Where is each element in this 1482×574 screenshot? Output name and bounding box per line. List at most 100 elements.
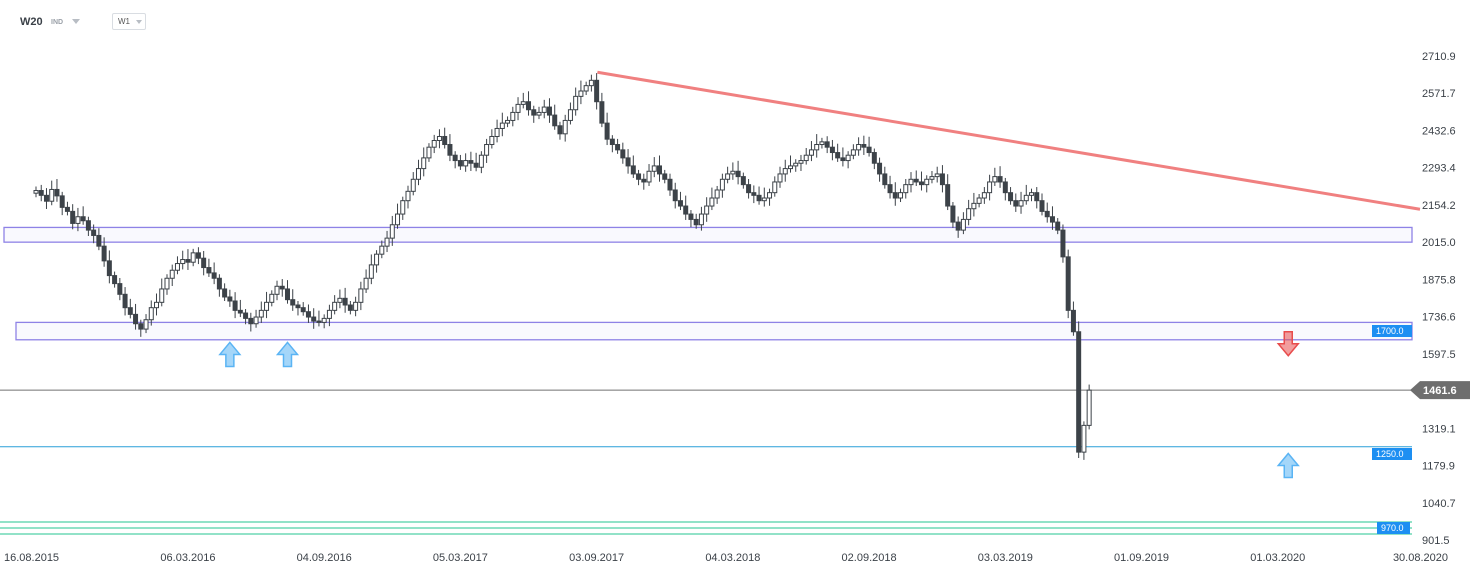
- candle-body: [452, 154, 458, 162]
- candle-body: [934, 173, 940, 178]
- candle-body: [180, 259, 186, 265]
- candle-body: [819, 141, 825, 146]
- candle-body: [447, 144, 453, 156]
- candle-body: [353, 301, 359, 311]
- candle-body: [43, 194, 49, 202]
- current-price-label: 1461.6: [1423, 385, 1457, 397]
- candle-body: [588, 79, 594, 87]
- candle-body: [573, 95, 579, 111]
- candle-body: [133, 313, 139, 325]
- x-tick-label: 16.08.2015: [4, 552, 59, 564]
- candle-body: [211, 272, 217, 279]
- y-tick-label: 1040.7: [1422, 498, 1456, 510]
- candle-body: [976, 197, 982, 204]
- y-tick-label: 2015.0: [1422, 237, 1456, 249]
- candle-body: [756, 194, 762, 202]
- candle-body: [1034, 192, 1040, 202]
- candle-body: [1018, 200, 1024, 207]
- candle-body: [714, 189, 720, 199]
- candle-body: [222, 288, 228, 298]
- y-tick-label: 901.5: [1422, 535, 1450, 547]
- candle-body: [389, 224, 395, 239]
- candle-body: [541, 106, 547, 113]
- candle-body: [908, 178, 914, 186]
- candle-body: [484, 144, 490, 156]
- candle-body: [138, 323, 144, 330]
- candle-body: [850, 149, 856, 156]
- candle-body: [122, 293, 128, 309]
- chart-toolbar: W20 IND W1: [0, 0, 1482, 40]
- candle-body: [405, 190, 411, 202]
- candle-body: [143, 319, 149, 330]
- candle-body: [793, 162, 799, 167]
- candle-body: [987, 181, 993, 194]
- symbol-dropdown-caret-icon[interactable]: [72, 19, 80, 24]
- candle-body: [374, 253, 380, 266]
- candle-body: [966, 208, 972, 220]
- candle-body: [185, 259, 191, 263]
- candle-body: [473, 162, 479, 168]
- candle-body: [562, 119, 568, 135]
- candle-body: [772, 181, 778, 194]
- candle-body: [662, 173, 668, 180]
- x-tick-label: 02.09.2018: [842, 552, 897, 564]
- candle-body: [761, 197, 767, 202]
- horizontal-levels: [0, 446, 1412, 535]
- candle-body: [557, 125, 563, 135]
- candle-body: [54, 188, 60, 197]
- candle-body: [877, 162, 883, 175]
- support-zones: [3, 226, 1413, 341]
- candle-body: [803, 154, 809, 162]
- candle-body: [536, 111, 542, 116]
- candle-body: [604, 122, 610, 140]
- candle-body: [887, 184, 893, 194]
- candle-body: [342, 297, 348, 306]
- candle-body: [704, 205, 710, 215]
- candle-body: [913, 178, 919, 183]
- candle-body: [201, 257, 207, 269]
- candle-body: [882, 173, 888, 186]
- y-tick-label: 2293.4: [1422, 163, 1456, 175]
- candle-body: [636, 173, 642, 180]
- x-tick-label: 01.03.2020: [1250, 552, 1305, 564]
- level-badges: 1700.0 1250.0 970.0 1461.6: [1372, 325, 1470, 534]
- candle-body: [101, 245, 107, 262]
- candle-body: [515, 103, 521, 113]
- candle-body: [677, 200, 683, 207]
- candle-body: [468, 160, 474, 164]
- candle-body: [997, 176, 1003, 183]
- candle-body: [321, 317, 327, 323]
- candle-body: [96, 234, 102, 247]
- candle-body: [264, 301, 270, 311]
- symbol-label[interactable]: W20: [20, 16, 43, 28]
- trendline[interactable]: [597, 70, 1421, 211]
- candle-body: [746, 184, 752, 194]
- candle-body: [300, 307, 306, 313]
- candle-body: [258, 309, 264, 318]
- candle-body: [358, 288, 364, 303]
- candle-body: [1070, 309, 1076, 333]
- y-tick-label: 1179.9: [1422, 461, 1455, 473]
- arrow-down-icon: [1276, 331, 1300, 357]
- y-tick-label: 2710.9: [1422, 51, 1456, 63]
- y-tick-label: 2432.6: [1422, 125, 1456, 137]
- candle-body: [284, 288, 290, 301]
- timeframe-select[interactable]: W1: [112, 13, 146, 30]
- y-tick-label: 1597.5: [1422, 349, 1456, 361]
- candle-body: [415, 168, 421, 180]
- candle-body: [38, 190, 44, 196]
- candle-body: [583, 85, 589, 92]
- candle-body: [981, 192, 987, 199]
- candle-body: [924, 178, 930, 186]
- candle-body: [1002, 181, 1008, 194]
- candle-body: [688, 213, 694, 220]
- candle-body: [494, 127, 500, 137]
- support-zone: [3, 226, 1413, 243]
- candle-body: [651, 165, 657, 172]
- candle-body: [1086, 389, 1092, 426]
- current-price-badge: [1410, 381, 1470, 400]
- y-tick-label: 2154.2: [1422, 200, 1456, 212]
- candle-body: [630, 165, 636, 175]
- candle-body: [274, 285, 280, 295]
